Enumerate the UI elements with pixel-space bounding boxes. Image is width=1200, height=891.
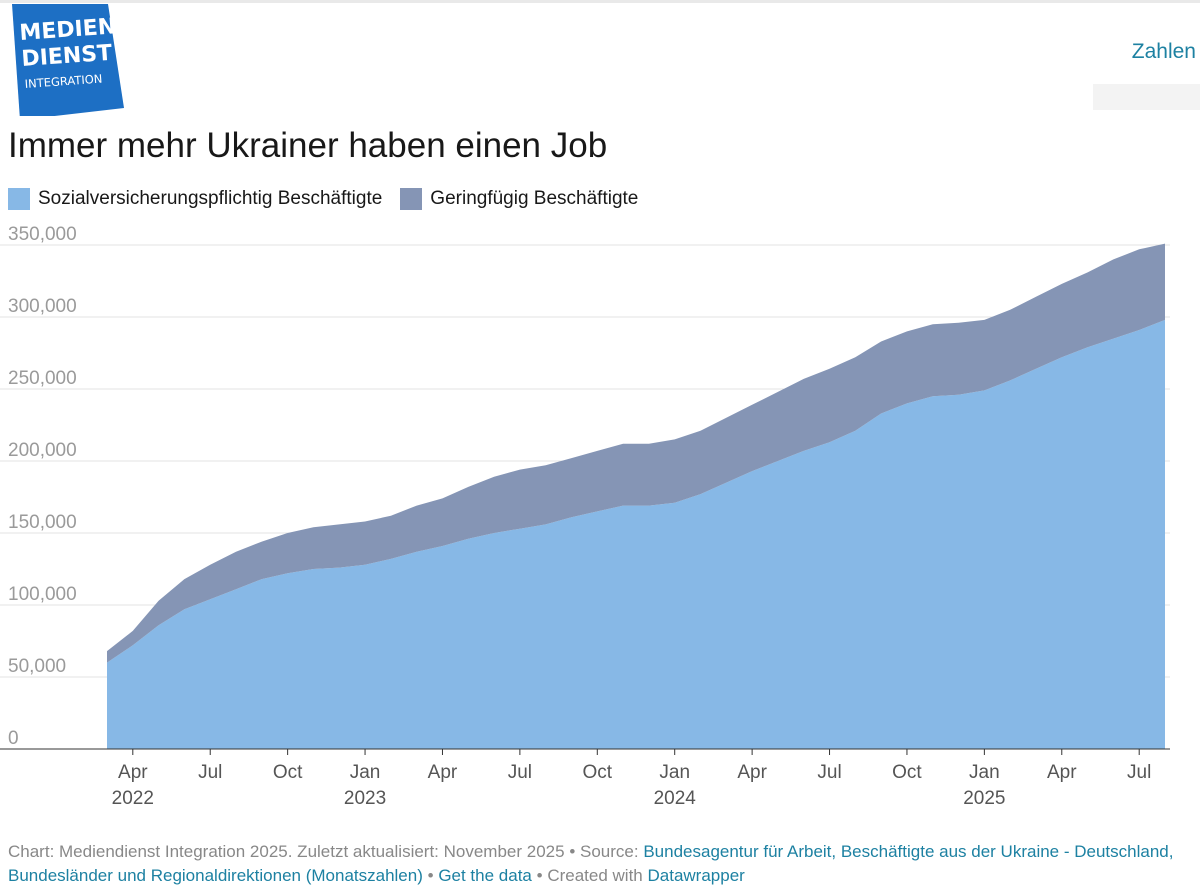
chart-footer: Chart: Mediendienst Integration 2025. Zu…	[8, 840, 1193, 888]
footer-separator-1: •	[427, 866, 434, 885]
chart-legend: Sozialversicherungspflichtig Beschäftigt…	[8, 188, 656, 210]
x-tick-label: Apr	[737, 762, 767, 783]
y-tick-label: 0	[8, 728, 19, 749]
x-tick-label: Jul	[508, 762, 532, 783]
y-tick-label: 150,000	[8, 512, 77, 533]
logo-background	[12, 4, 124, 116]
footer-created-with: Created with	[547, 866, 643, 885]
legend-swatch-geringfuegig	[400, 188, 423, 210]
x-tick-label: Jul	[817, 762, 841, 783]
x-tick-label: Oct	[892, 762, 922, 783]
x-tick-label: Apr	[428, 762, 458, 783]
legend-label-sozialversicherungspflichtig: Sozialversicherungspflichtig Beschäftigt…	[38, 188, 383, 209]
y-tick-label: 300,000	[8, 296, 77, 317]
x-tick-label: Jan	[350, 762, 381, 783]
x-tick-year-label: 2024	[654, 788, 697, 809]
chart-title: Immer mehr Ukrainer haben einen Job	[8, 126, 608, 165]
tab-bar	[1093, 84, 1200, 110]
y-tick-label: 100,000	[8, 584, 77, 605]
footer-source-prefix: • Source:	[569, 842, 639, 861]
legend-label-geringfuegig: Geringfügig Beschäftigte	[430, 188, 639, 209]
x-tick-year-label: 2022	[112, 788, 154, 809]
area-series	[0, 243, 1170, 750]
x-tick-year-label: 2023	[344, 788, 386, 809]
get-the-data-link[interactable]: Get the data	[438, 866, 532, 885]
datawrapper-link[interactable]: Datawrapper	[647, 866, 745, 885]
legend-item-sozialversicherungspflichtig: Sozialversicherungspflichtig Beschäftigt…	[8, 188, 382, 210]
y-tick-label: 250,000	[8, 368, 77, 389]
area-series-1	[107, 243, 1165, 663]
y-tick-label: 350,000	[8, 225, 77, 245]
x-tick-year-label: 2025	[963, 788, 1005, 809]
footer-source-link[interactable]: Bundesagentur für Arbeit, Beschäftigte a…	[8, 842, 1174, 885]
y-axis: 0 50,000 100,000 150,000 200,000 250,000 300,0…	[8, 225, 77, 749]
top-divider	[0, 0, 1200, 3]
footer-separator-2: •	[536, 866, 543, 885]
footer-credit: Chart: Mediendienst Integration 2025. Zu…	[8, 842, 565, 861]
x-tick-label: Jan	[659, 762, 690, 783]
tab-zahlen[interactable]: Zahlen	[1131, 40, 1196, 63]
stacked-area-chart: 0 50,000 100,000 150,000 200,000 250,000 300,0…	[0, 225, 1170, 809]
x-axis: Apr 2022 Jul Oct Jan 2023 Apr Jul Oct Jan 2024 Apr J…	[112, 749, 1151, 809]
x-tick-label: Jul	[1127, 762, 1151, 783]
x-tick-label: Apr	[1047, 762, 1077, 783]
legend-swatch-sozialversicherungspflichtig	[8, 188, 30, 210]
x-tick-label: Apr	[118, 762, 148, 783]
x-tick-label: Jan	[969, 762, 1000, 783]
y-tick-label: 50,000	[8, 656, 66, 677]
y-tick-label: 200,000	[8, 440, 77, 461]
area-series-0	[107, 319, 1165, 749]
x-tick-label: Jul	[198, 762, 222, 783]
legend-item-geringfuegig: Geringfügig Beschäftigte	[400, 188, 638, 210]
x-tick-label: Oct	[583, 762, 613, 783]
x-tick-label: Oct	[273, 762, 303, 783]
mediendienst-logo: MEDIEN DIENST INTEGRATION	[12, 4, 124, 116]
logo-line3: INTEGRATION	[24, 72, 103, 91]
